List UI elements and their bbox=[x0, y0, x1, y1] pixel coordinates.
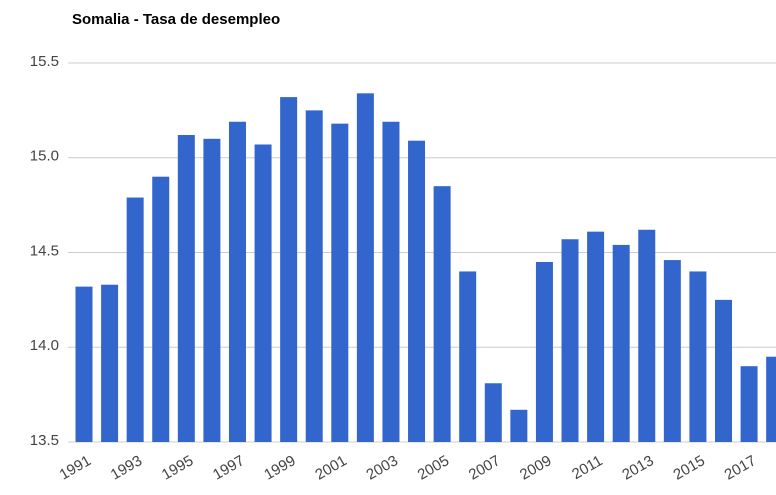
bar bbox=[484, 383, 502, 442]
bar bbox=[280, 97, 298, 443]
bar bbox=[152, 176, 170, 442]
bar bbox=[433, 186, 451, 442]
y-tick-label: 15.5 bbox=[30, 53, 59, 70]
y-tick-label: 15.0 bbox=[30, 148, 59, 165]
bar bbox=[638, 229, 656, 442]
bar bbox=[459, 271, 477, 442]
bar bbox=[254, 144, 272, 443]
x-tick-label: 2007 bbox=[466, 452, 503, 483]
bar bbox=[612, 244, 630, 442]
bar bbox=[382, 121, 400, 443]
bar bbox=[408, 140, 426, 442]
x-tick-label: 1993 bbox=[108, 452, 145, 483]
x-tick-label: 2017 bbox=[722, 452, 759, 483]
bar bbox=[510, 409, 528, 442]
bar bbox=[101, 284, 119, 442]
bar bbox=[75, 286, 93, 442]
x-tick-label: 2011 bbox=[569, 452, 605, 483]
bar bbox=[535, 261, 553, 442]
bar bbox=[356, 93, 374, 442]
bar bbox=[177, 135, 195, 442]
bar bbox=[587, 231, 605, 442]
bar bbox=[126, 197, 144, 442]
bar bbox=[663, 260, 681, 442]
x-tick-label: 2003 bbox=[364, 452, 401, 483]
x-tick-label: 2009 bbox=[517, 452, 554, 483]
y-tick-label: 14.0 bbox=[30, 337, 59, 354]
bar bbox=[715, 299, 732, 442]
chart-title: Somalia - Tasa de desempleo bbox=[72, 11, 280, 28]
x-tick-label: 2015 bbox=[671, 452, 708, 483]
x-tick-label: 2001 bbox=[312, 452, 349, 483]
x-tick-label: 1997 bbox=[210, 452, 247, 483]
x-tick-label: 2013 bbox=[619, 452, 656, 483]
bar bbox=[203, 138, 221, 443]
bar bbox=[305, 110, 323, 442]
bar bbox=[766, 356, 776, 442]
bar bbox=[228, 121, 246, 443]
y-tick-label: 14.5 bbox=[30, 242, 59, 259]
x-tick-label: 2005 bbox=[415, 452, 452, 483]
bar bbox=[740, 366, 758, 442]
y-tick-label: 13.5 bbox=[30, 432, 59, 449]
x-tick-label: 1995 bbox=[159, 452, 196, 483]
bar bbox=[561, 239, 579, 442]
x-tick-label: 1999 bbox=[261, 452, 298, 483]
bar bbox=[331, 123, 349, 442]
bar bbox=[689, 271, 707, 442]
x-tick-label: 1991 bbox=[57, 452, 94, 483]
